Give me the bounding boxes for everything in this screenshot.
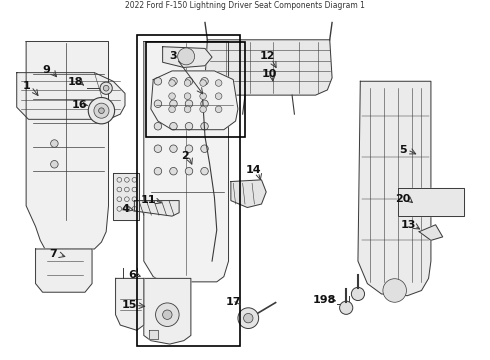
Circle shape: [50, 161, 58, 168]
Polygon shape: [358, 81, 431, 296]
Circle shape: [200, 106, 206, 113]
Circle shape: [351, 287, 365, 301]
Circle shape: [200, 93, 206, 99]
Polygon shape: [26, 41, 108, 249]
Circle shape: [184, 106, 191, 113]
Circle shape: [185, 145, 193, 153]
Circle shape: [200, 80, 206, 86]
Circle shape: [169, 93, 175, 99]
Text: 2: 2: [181, 150, 189, 161]
Text: 9: 9: [43, 65, 50, 75]
Circle shape: [170, 167, 177, 175]
Text: 2022 Ford F-150 Lightning Driver Seat Components Diagram 1: 2022 Ford F-150 Lightning Driver Seat Co…: [125, 1, 365, 10]
Bar: [137, 35, 240, 346]
Text: 14: 14: [245, 166, 261, 175]
Circle shape: [154, 77, 162, 85]
Circle shape: [100, 82, 112, 94]
Bar: [146, 41, 245, 136]
Text: 7: 7: [49, 249, 57, 259]
Polygon shape: [231, 180, 266, 207]
Polygon shape: [116, 278, 144, 330]
Circle shape: [170, 77, 177, 85]
Circle shape: [383, 279, 406, 302]
Text: 12: 12: [260, 51, 275, 62]
Circle shape: [184, 93, 191, 99]
Polygon shape: [36, 249, 92, 292]
Circle shape: [163, 310, 172, 319]
Circle shape: [169, 106, 175, 113]
Text: 1: 1: [22, 81, 30, 91]
Circle shape: [185, 100, 193, 108]
Polygon shape: [205, 40, 332, 95]
Polygon shape: [163, 47, 212, 67]
Polygon shape: [419, 225, 442, 240]
Text: 5: 5: [399, 145, 407, 155]
Text: 4: 4: [121, 204, 129, 214]
Circle shape: [215, 106, 222, 113]
Circle shape: [154, 100, 162, 108]
Circle shape: [201, 100, 208, 108]
Circle shape: [201, 77, 208, 85]
Polygon shape: [398, 189, 464, 216]
Circle shape: [184, 80, 191, 86]
Circle shape: [340, 301, 353, 314]
Circle shape: [170, 122, 177, 130]
Text: 20: 20: [395, 194, 411, 204]
Circle shape: [50, 140, 58, 147]
Circle shape: [185, 167, 193, 175]
Circle shape: [170, 145, 177, 153]
Circle shape: [178, 48, 195, 65]
Circle shape: [244, 314, 253, 323]
Polygon shape: [151, 71, 238, 130]
Polygon shape: [144, 41, 228, 282]
Text: 10: 10: [262, 69, 277, 79]
Circle shape: [201, 167, 208, 175]
Polygon shape: [113, 173, 139, 220]
Text: 17: 17: [226, 297, 242, 307]
Circle shape: [154, 167, 162, 175]
Circle shape: [94, 103, 109, 118]
Circle shape: [215, 80, 222, 86]
Circle shape: [88, 98, 115, 124]
Text: 198: 198: [313, 295, 336, 305]
Circle shape: [103, 85, 109, 91]
Circle shape: [154, 145, 162, 153]
Polygon shape: [148, 330, 158, 339]
Circle shape: [98, 108, 104, 113]
Text: 16: 16: [72, 100, 87, 110]
Text: 18: 18: [68, 77, 83, 87]
Circle shape: [156, 303, 179, 327]
Text: 15: 15: [122, 300, 137, 310]
Polygon shape: [144, 278, 191, 344]
Text: 13: 13: [401, 220, 416, 230]
Circle shape: [154, 122, 162, 130]
Polygon shape: [17, 73, 125, 119]
Circle shape: [215, 93, 222, 99]
Text: 6: 6: [128, 270, 136, 280]
Circle shape: [238, 308, 259, 329]
Circle shape: [201, 122, 208, 130]
Circle shape: [170, 100, 177, 108]
Polygon shape: [134, 201, 179, 216]
Circle shape: [201, 145, 208, 153]
Circle shape: [185, 77, 193, 85]
Circle shape: [185, 122, 193, 130]
Text: 11: 11: [141, 195, 156, 205]
Text: 3: 3: [170, 51, 177, 62]
Circle shape: [169, 80, 175, 86]
